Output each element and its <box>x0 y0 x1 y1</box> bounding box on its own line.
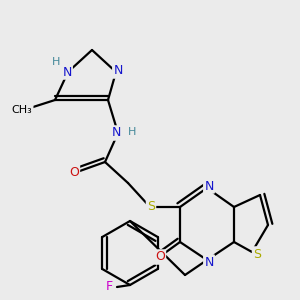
Text: H: H <box>128 127 136 137</box>
Text: H: H <box>52 57 60 67</box>
Text: N: N <box>111 127 121 140</box>
Text: N: N <box>113 64 123 77</box>
Text: F: F <box>105 280 112 293</box>
Text: N: N <box>204 256 214 268</box>
Text: N: N <box>204 179 214 193</box>
Text: N: N <box>62 65 72 79</box>
Text: O: O <box>69 166 79 178</box>
Text: CH₃: CH₃ <box>12 105 32 115</box>
Text: S: S <box>147 200 155 212</box>
Text: S: S <box>253 248 261 260</box>
Text: O: O <box>155 250 165 263</box>
